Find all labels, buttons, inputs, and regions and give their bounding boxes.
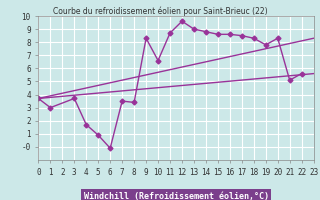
Text: Courbe du refroidissement éolien pour Saint-Brieuc (22): Courbe du refroidissement éolien pour Sa… [53, 6, 267, 16]
Text: Windchill (Refroidissement éolien,°C): Windchill (Refroidissement éolien,°C) [84, 192, 268, 200]
